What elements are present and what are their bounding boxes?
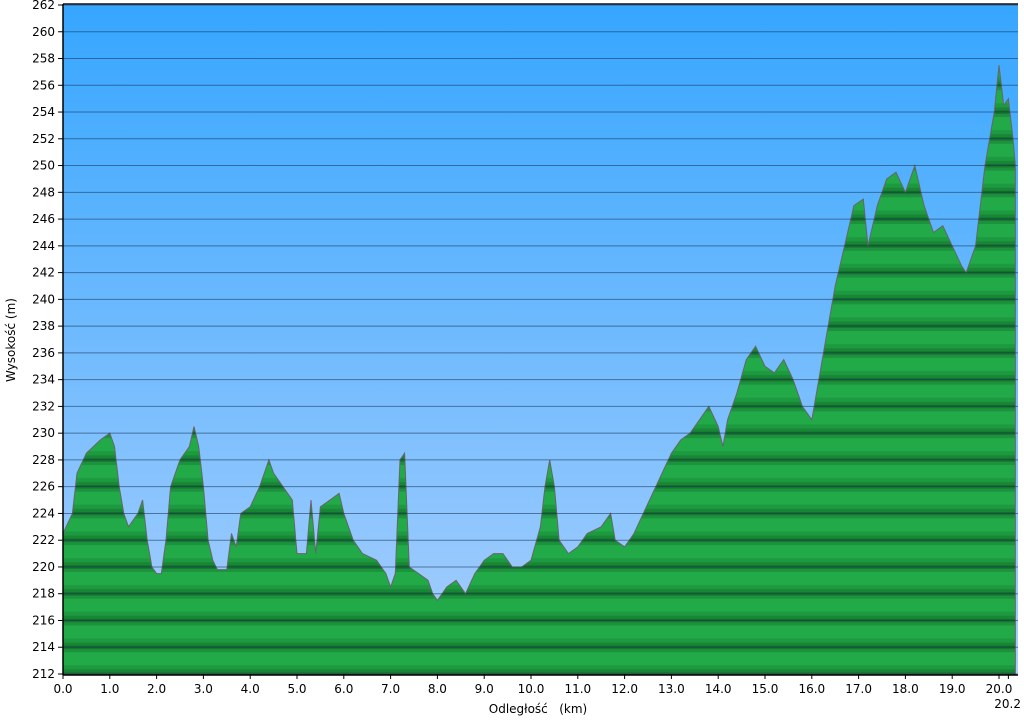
- y-tick-label: 212: [32, 667, 55, 681]
- y-tick-label: 236: [32, 346, 55, 360]
- x-tick-label: 14.0: [705, 682, 732, 696]
- x-tick-label: 2.0: [147, 682, 166, 696]
- y-tick-label: 234: [32, 373, 55, 387]
- y-axis-label: Wysokość (m): [4, 298, 18, 382]
- x-tick-label: 0.0: [53, 682, 72, 696]
- y-tick-label: 224: [32, 506, 55, 520]
- x-tick-label: 9.0: [475, 682, 494, 696]
- x-tick-label: 10.0: [518, 682, 545, 696]
- y-axis: 212 214 216 218 220 222 224 226 228 230 232 234 236 2…: [32, 0, 63, 681]
- x-axis: 0.0 1.0 2.0 3.0 4.0 5.0 6.0 7.0 8.0 9.0 10.0 11.0 12…: [53, 674, 1021, 711]
- y-tick-label: 230: [32, 426, 55, 440]
- y-tick-label: 232: [32, 399, 55, 413]
- x-tick-label: 8.0: [428, 682, 447, 696]
- y-tick-label: 252: [32, 132, 55, 146]
- y-tick-label: 240: [32, 292, 55, 306]
- x-tick-label: 3.0: [194, 682, 213, 696]
- y-tick-label: 250: [32, 159, 55, 173]
- y-tick-label: 228: [32, 453, 55, 467]
- x-tick-label: 5.0: [287, 682, 306, 696]
- x-tick-label: 20.0: [986, 682, 1013, 696]
- y-tick-label: 216: [32, 613, 55, 627]
- y-tick-label: 238: [32, 319, 55, 333]
- x-tick-label: 11.0: [564, 682, 591, 696]
- x-tick-label: 12.0: [611, 682, 638, 696]
- x-tick-label: 6.0: [334, 682, 353, 696]
- y-tick-label: 242: [32, 266, 55, 280]
- x-tick-label: 18.0: [892, 682, 919, 696]
- y-tick-label: 262: [32, 0, 55, 12]
- y-tick-label: 220: [32, 560, 55, 574]
- y-tick-label: 256: [32, 78, 55, 92]
- y-tick-label: 260: [32, 25, 55, 39]
- y-tick-label: 254: [32, 105, 55, 119]
- y-tick-label: 248: [32, 185, 55, 199]
- x-tick-label: 4.0: [241, 682, 260, 696]
- x-axis-label: Odległość (km): [489, 702, 587, 716]
- y-tick-label: 258: [32, 52, 55, 66]
- y-tick-label: 246: [32, 212, 55, 226]
- y-tick-label: 218: [32, 587, 55, 601]
- x-tick-label: 20.2: [994, 697, 1021, 711]
- x-tick-label: 15.0: [752, 682, 779, 696]
- x-tick-label: 19.0: [939, 682, 966, 696]
- x-tick-label: 7.0: [381, 682, 400, 696]
- x-tick-label: 16.0: [798, 682, 825, 696]
- x-tick-label: 17.0: [845, 682, 872, 696]
- y-tick-label: 214: [32, 640, 55, 654]
- x-tick-label: 1.0: [100, 682, 119, 696]
- y-tick-label: 222: [32, 533, 55, 547]
- y-tick-label: 226: [32, 480, 55, 494]
- y-tick-label: 244: [32, 239, 55, 253]
- x-tick-label: 13.0: [658, 682, 685, 696]
